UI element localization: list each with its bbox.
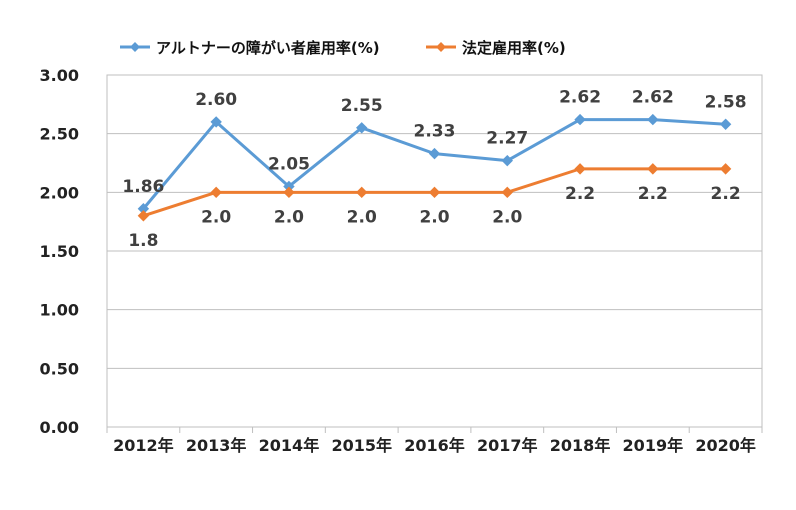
legend-swatch-marker-0 xyxy=(130,42,140,52)
x-tick-label-0: 2012年 xyxy=(113,436,174,455)
x-tick-label-8: 2020年 xyxy=(695,436,756,455)
y-tick-label-0: 0.00 xyxy=(40,418,79,437)
series-1-point-2 xyxy=(283,186,295,199)
series-0-label-5: 2.27 xyxy=(486,129,528,149)
series-0-label-8: 2.58 xyxy=(705,92,747,112)
series-1-point-7 xyxy=(647,163,659,175)
series-0-point-1 xyxy=(210,116,222,128)
series-1-label-2: 2.0 xyxy=(274,207,304,227)
series-1-label-8: 2.2 xyxy=(711,184,741,204)
y-tick-label-4: 2.00 xyxy=(40,183,79,202)
series-0-label-7: 2.62 xyxy=(632,88,674,108)
series-1-label-4: 2.0 xyxy=(419,207,449,227)
y-tick-label-6: 3.00 xyxy=(40,66,79,85)
x-tick-label-4: 2016年 xyxy=(404,436,465,455)
x-tick-label-5: 2017年 xyxy=(477,436,538,455)
legend: アルトナーの障がい者雇用率(%) 法定雇用率(%) xyxy=(120,39,566,57)
x-tick-label-6: 2018年 xyxy=(550,436,611,455)
series-0-label-4: 2.33 xyxy=(414,122,456,142)
legend-label-0: アルトナーの障がい者雇用率(%) xyxy=(156,39,380,57)
y-tick-label-1: 0.50 xyxy=(40,359,79,378)
series-1-point-6 xyxy=(574,163,586,175)
series-0-point-8 xyxy=(719,118,732,130)
series-1-point-0 xyxy=(137,210,150,222)
y-tick-label-5: 2.50 xyxy=(40,125,79,144)
series-1-label-1: 2.0 xyxy=(201,207,231,227)
series-0-label-3: 2.55 xyxy=(341,96,383,116)
series-1-label-6: 2.2 xyxy=(565,184,595,204)
x-axis: 2012年 2013年 2014年 2015年 2016年 2017年 2018年 2019年… xyxy=(106,427,763,455)
series-1-point-5 xyxy=(501,186,513,199)
series-0-label-1: 2.60 xyxy=(195,90,237,110)
series-0-point-5 xyxy=(501,154,513,167)
series-1-label-3: 2.0 xyxy=(347,207,377,227)
series-1-label-5: 2.0 xyxy=(492,207,522,227)
plot-frame xyxy=(106,74,763,428)
x-tick-label-7: 2019年 xyxy=(623,436,684,455)
series-layer xyxy=(137,113,732,222)
series-1-point-8 xyxy=(719,163,732,175)
x-tick-label-3: 2015年 xyxy=(331,436,392,455)
series-0-label-6: 2.62 xyxy=(559,88,601,108)
series-0-label-2: 2.05 xyxy=(268,154,310,174)
series-0-point-7 xyxy=(647,113,659,126)
y-axis: 0.00 0.50 1.00 1.50 2.00 2.50 3.00 xyxy=(40,66,79,437)
x-tick-label-1: 2013年 xyxy=(186,436,247,455)
y-tick-label-3: 1.50 xyxy=(40,242,79,261)
series-0-point-4 xyxy=(428,147,441,160)
series-1-label-0: 1.8 xyxy=(128,231,158,251)
series-0-point-6 xyxy=(574,113,586,126)
plot-border xyxy=(106,74,763,428)
legend-label-1: 法定雇用率(%) xyxy=(462,39,566,57)
y-tick-label-2: 1.00 xyxy=(40,301,79,320)
legend-swatch-marker-1 xyxy=(436,42,446,52)
series-0-point-3 xyxy=(356,122,368,134)
data-labels: 1.86 2.60 2.05 2.55 2.33 2.27 2.62 2.62 2.58 1.8 2… xyxy=(122,88,746,251)
series-0-label-0: 1.86 xyxy=(122,177,164,197)
x-tick-label-2: 2014年 xyxy=(259,436,320,455)
series-1-label-7: 2.2 xyxy=(638,184,668,204)
series-1-point-3 xyxy=(356,186,368,199)
series-1-point-1 xyxy=(210,186,222,199)
series-1-point-4 xyxy=(428,186,441,199)
